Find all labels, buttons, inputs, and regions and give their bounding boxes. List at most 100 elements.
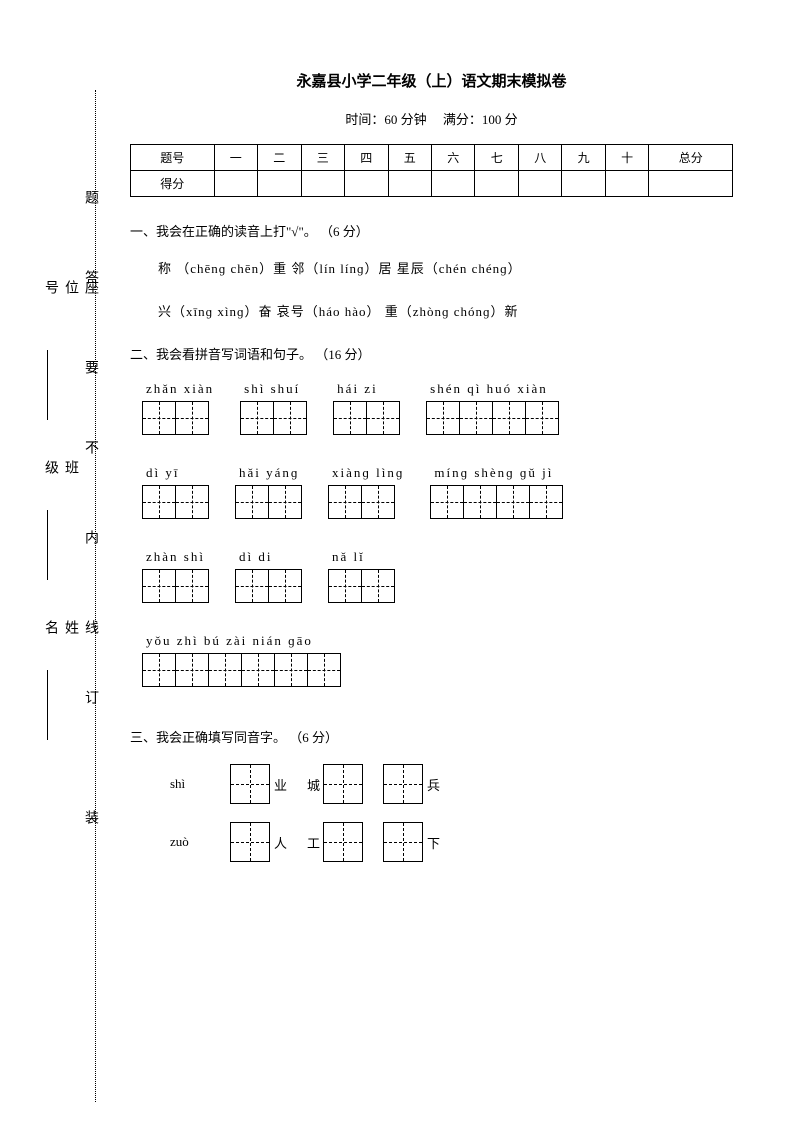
- pinyin-label: yǒu zhì bú zài nián ɡāo: [142, 633, 341, 649]
- char-box[interactable]: [366, 401, 400, 435]
- char-box[interactable]: [142, 653, 176, 687]
- homo-row: zuò人工下: [170, 822, 733, 862]
- homo-text: 下: [427, 833, 440, 852]
- char-boxes[interactable]: [142, 485, 209, 519]
- char-box[interactable]: [240, 401, 274, 435]
- homo-item: 业: [230, 764, 287, 804]
- th: 六: [431, 145, 474, 171]
- th: 总分: [649, 145, 733, 171]
- pinyin-group: mínɡ shènɡ ɡǔ jì: [430, 465, 563, 519]
- char-box[interactable]: [323, 764, 363, 804]
- pinyin-group: hǎi yánɡ: [235, 465, 302, 519]
- td[interactable]: [388, 171, 431, 197]
- char-box[interactable]: [496, 485, 530, 519]
- char-box[interactable]: [175, 401, 209, 435]
- char-box[interactable]: [241, 653, 275, 687]
- pinyin-group: yǒu zhì bú zài nián ɡāo: [142, 633, 341, 687]
- char-box[interactable]: [426, 401, 460, 435]
- char-box[interactable]: [463, 485, 497, 519]
- char-box[interactable]: [529, 485, 563, 519]
- score-label: 满分：100 分: [443, 112, 518, 127]
- char-box[interactable]: [230, 764, 270, 804]
- char-box[interactable]: [235, 485, 269, 519]
- page-title: 永嘉县小学二年级（上）语文期末模拟卷: [130, 70, 733, 91]
- char-box[interactable]: [268, 569, 302, 603]
- char-box[interactable]: [175, 653, 209, 687]
- char-box[interactable]: [175, 485, 209, 519]
- pinyin-label: xiànɡ lìnɡ: [328, 465, 404, 481]
- char-boxes[interactable]: [333, 401, 400, 435]
- char-box[interactable]: [328, 569, 362, 603]
- char-boxes[interactable]: [235, 485, 302, 519]
- table-row: 得分: [131, 171, 733, 197]
- homo-text: 兵: [427, 775, 440, 794]
- homo-label: zuò: [170, 834, 210, 850]
- char-box[interactable]: [142, 569, 176, 603]
- char-box[interactable]: [307, 653, 341, 687]
- char-box[interactable]: [361, 485, 395, 519]
- pinyin-group: nǎ lǐ: [328, 549, 395, 603]
- pinyin-label: zhàn shì: [142, 549, 209, 565]
- td[interactable]: [649, 171, 733, 197]
- pinyin-row: zhǎn xiànshì shuíhái zishén qì huó xiàn: [142, 381, 733, 435]
- class-underline: [47, 510, 48, 580]
- char-boxes[interactable]: [240, 401, 307, 435]
- char-boxes[interactable]: [328, 485, 404, 519]
- char-box[interactable]: [230, 822, 270, 862]
- td[interactable]: [345, 171, 388, 197]
- char-box[interactable]: [430, 485, 464, 519]
- char-boxes[interactable]: [430, 485, 563, 519]
- char-boxes[interactable]: [328, 569, 395, 603]
- pinyin-group: dì yī: [142, 465, 209, 519]
- char-box[interactable]: [459, 401, 493, 435]
- char-box[interactable]: [175, 569, 209, 603]
- char-box[interactable]: [361, 569, 395, 603]
- th: 九: [562, 145, 605, 171]
- char-box[interactable]: [333, 401, 367, 435]
- td[interactable]: [431, 171, 474, 197]
- td[interactable]: [562, 171, 605, 197]
- char-box[interactable]: [383, 764, 423, 804]
- char-box[interactable]: [383, 822, 423, 862]
- td[interactable]: [605, 171, 648, 197]
- exam-info: 时间：60 分钟 满分：100 分: [130, 109, 733, 128]
- th: 四: [345, 145, 388, 171]
- pinyin-row: yǒu zhì bú zài nián ɡāo: [142, 633, 733, 687]
- td[interactable]: [518, 171, 561, 197]
- td[interactable]: [214, 171, 257, 197]
- homo-text: 工: [307, 833, 320, 852]
- char-box[interactable]: [323, 822, 363, 862]
- th: 二: [258, 145, 301, 171]
- side-marker: 订: [80, 690, 100, 704]
- char-box[interactable]: [273, 401, 307, 435]
- th: 题号: [131, 145, 215, 171]
- char-boxes[interactable]: [142, 401, 214, 435]
- pinyin-label: mínɡ shènɡ ɡǔ jì: [430, 465, 563, 481]
- name-label: 姓名: [40, 620, 80, 634]
- side-marker: 题: [80, 190, 100, 204]
- th: 七: [475, 145, 518, 171]
- td[interactable]: [301, 171, 344, 197]
- char-box[interactable]: [274, 653, 308, 687]
- char-box[interactable]: [268, 485, 302, 519]
- char-boxes[interactable]: [426, 401, 559, 435]
- char-box[interactable]: [525, 401, 559, 435]
- th: 八: [518, 145, 561, 171]
- char-boxes[interactable]: [142, 569, 209, 603]
- td[interactable]: [475, 171, 518, 197]
- pinyin-group: zhàn shì: [142, 549, 209, 603]
- pinyin-group: shén qì huó xiàn: [426, 381, 559, 435]
- char-boxes[interactable]: [142, 653, 341, 687]
- char-box[interactable]: [235, 569, 269, 603]
- q2-container: zhǎn xiànshì shuíhái zishén qì huó xiàn d…: [130, 381, 733, 717]
- char-box[interactable]: [328, 485, 362, 519]
- td[interactable]: [258, 171, 301, 197]
- char-box[interactable]: [208, 653, 242, 687]
- char-box[interactable]: [142, 401, 176, 435]
- pinyin-row: zhàn shìdì dinǎ lǐ: [142, 549, 733, 603]
- char-box[interactable]: [142, 485, 176, 519]
- side-marker: 内: [80, 530, 100, 544]
- char-boxes[interactable]: [235, 569, 302, 603]
- th: 一: [214, 145, 257, 171]
- char-box[interactable]: [492, 401, 526, 435]
